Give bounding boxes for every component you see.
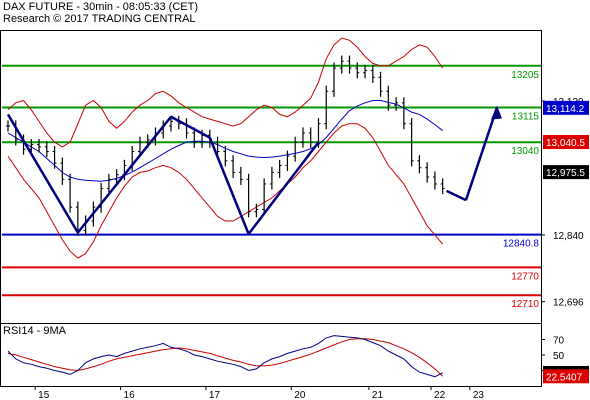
rsi-value-tag-label: 22.5407 [546,372,583,383]
value-tag-box [543,135,589,150]
pattern-line [247,141,320,235]
x-tick-label: 23 [473,390,485,400]
pattern-line [6,113,79,234]
bollinger-lower-line [7,123,444,259]
y-tick-label: 12,696 [553,298,584,309]
moving-average-line [7,100,444,182]
x-tick-label: 22 [434,390,446,400]
rsi-ma-line [7,338,444,377]
rsi-value-tag-box [543,369,589,384]
value-tag-label: 12,975.5 [546,168,585,179]
bollinger-upper-line [7,37,444,148]
chart-title: DAX FUTURE - 30min - 08:05:33 (CET) [3,1,198,13]
rsi-panel-frame [0,323,542,387]
rsi-panel-label: RSI14 - 9MA [3,325,67,337]
level-label: 13040 [511,146,539,157]
rsi-line [7,335,443,378]
x-tick-label: 15 [38,390,50,400]
x-tick-label: 16 [124,390,136,400]
projection-line [464,107,499,201]
price-panel-frame [0,30,542,324]
rsi-y-tick-label: 70 [553,336,565,347]
pattern-line [76,115,172,234]
value-tag-label: 13,040.5 [546,138,585,149]
x-tick-label: 21 [372,390,384,400]
level-label: 12710 [511,299,539,310]
level-label: 12770 [511,271,539,282]
level-label: 12840.8 [503,239,540,250]
projection-line [446,189,467,202]
x-tick-label: 17 [209,390,221,400]
value-tag-label: 13,114.2 [546,104,585,115]
pattern-line [208,137,250,235]
value-tag-box [543,165,589,180]
chart-source: Research © 2017 TRADING CENTRAL [3,13,196,25]
x-tick-label: 20 [294,390,306,400]
y-tick-label: 12,840 [553,231,584,242]
projection-arrowhead [491,105,502,120]
rsi-y-tick-label: 50 [553,351,565,362]
level-label: 13205 [511,70,539,81]
value-tag-box [543,100,589,115]
pattern-line [170,115,211,139]
level-label: 13115 [512,111,540,122]
